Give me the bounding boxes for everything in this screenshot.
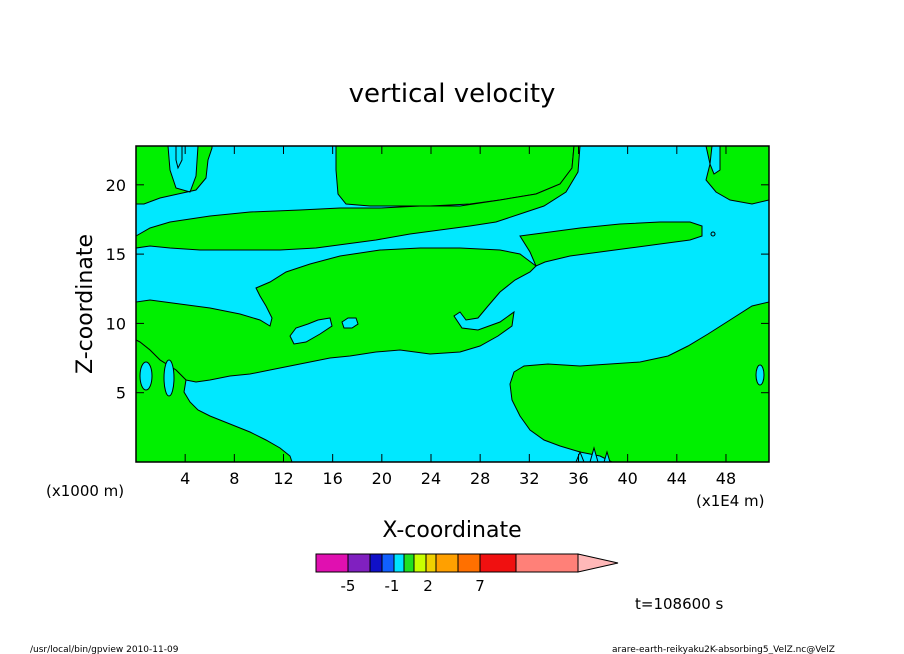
plot-frame (135, 145, 770, 463)
contour-region (135, 145, 581, 251)
x-tick-label: 16 (322, 469, 342, 488)
contour-hole (163, 359, 175, 397)
colorbar-tick-label: 2 (423, 577, 433, 595)
x-tick-label: 8 (229, 469, 239, 488)
chart-title: vertical velocity (349, 79, 556, 109)
contour-hole (139, 361, 153, 391)
x-tick-label: 40 (617, 469, 637, 488)
y-axis-title: Z-coordinate (73, 234, 98, 374)
y-tick-label: 20 (106, 176, 126, 195)
x-tick-label: 28 (470, 469, 490, 488)
y-axis: 5 10 15 20 (106, 176, 769, 403)
x-tick-label: 24 (421, 469, 441, 488)
x-axis: 4 8 12 16 20 24 28 32 36 40 44 48 (180, 146, 736, 488)
colorbar-swatch (515, 553, 579, 573)
y-tick-label: 15 (106, 245, 126, 264)
contour-hole (755, 364, 765, 386)
colorbar-tick-label: -5 (341, 577, 356, 595)
x-tick-label: 20 (372, 469, 392, 488)
colorbar-tick-label: -1 (385, 577, 400, 595)
x-tick-label: 48 (716, 469, 736, 488)
colorbar-extend-arrow (577, 553, 619, 573)
colorbar-labels: -5 -1 2 7 (341, 577, 485, 595)
colorbar-swatch (381, 553, 395, 573)
colorbar-tick-label: 7 (475, 577, 485, 595)
time-label: t=108600 s (635, 595, 723, 613)
x-tick-label: 36 (568, 469, 588, 488)
colorbar-swatch (413, 553, 427, 573)
y-tick-label: 10 (106, 314, 126, 333)
contour-hole (710, 231, 716, 237)
x-unit-left: (x1000 m) (46, 482, 124, 500)
colorbar-swatch (457, 553, 481, 573)
colorbar-swatch (403, 553, 415, 573)
contour-hole (289, 317, 333, 345)
x-tick-label: 32 (519, 469, 539, 488)
contour-region (135, 145, 213, 205)
colorbar-swatch (479, 553, 517, 573)
contour-hole (341, 317, 359, 329)
colorbar-swatch (369, 553, 383, 573)
x-axis-title: X-coordinate (382, 518, 521, 543)
contour-holes (139, 145, 765, 463)
contour-region (135, 339, 293, 463)
colorbar-swatch (315, 553, 349, 573)
contour-regions (135, 145, 770, 463)
y-tick-label: 5 (116, 384, 126, 403)
x-tick-label: 12 (273, 469, 293, 488)
footer-left: /usr/local/bin/gpview 2010-11-09 (30, 645, 179, 654)
contour-region (519, 221, 703, 267)
x-tick-label: 4 (180, 469, 190, 488)
colorbar-swatch (425, 553, 437, 573)
colorbar-swatch (435, 553, 459, 573)
x-unit-right: (x1E4 m) (696, 492, 765, 510)
contour-region (135, 247, 537, 383)
x-tick-label: 44 (667, 469, 687, 488)
colorbar-swatch (393, 553, 405, 573)
colorbar-swatch (347, 553, 371, 573)
colorbar (315, 553, 619, 573)
footer-right: arare-earth-reikyaku2K-absorbing5_VelZ.n… (612, 645, 835, 654)
